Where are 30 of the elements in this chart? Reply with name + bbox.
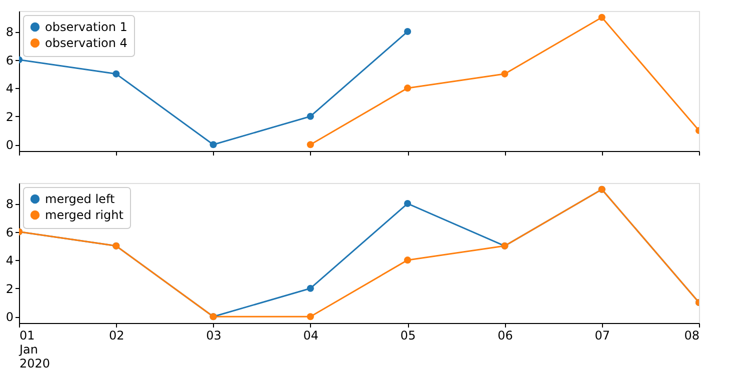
y-tick-label: 2	[6, 110, 14, 124]
y-tick-label: 0	[6, 138, 14, 152]
point	[210, 141, 217, 148]
x-tick-label: 07	[594, 328, 610, 342]
x-tick-label: 03	[206, 328, 222, 342]
y-tick-label: 6	[6, 225, 14, 240]
point	[112, 70, 120, 78]
y-tick-label: 8	[6, 197, 14, 212]
y-tick-label: 6	[6, 53, 14, 68]
legend-label: observation 1	[45, 20, 128, 34]
point	[598, 14, 606, 21]
x-tick-label: 04	[303, 328, 319, 342]
point	[404, 84, 412, 92]
x-tick-label: 08	[684, 328, 700, 342]
point	[306, 112, 314, 120]
x-tick-label: 02	[109, 328, 124, 342]
y-tick-label: 2	[6, 282, 14, 296]
point	[306, 141, 314, 148]
y-tick-label: 0	[6, 310, 14, 324]
x-tick-label: 05	[400, 328, 416, 342]
x-tick-label: 06	[498, 328, 513, 342]
x-tick-label: 01 Jan 2020	[18, 328, 50, 370]
y-tick-label: 4	[6, 82, 14, 96]
y-tick-label: 8	[6, 25, 14, 40]
legend-label: merged right	[45, 208, 124, 222]
legend-label: merged left	[45, 192, 115, 206]
legend-label: observation 4	[45, 36, 128, 50]
point	[404, 28, 412, 36]
point	[501, 70, 508, 78]
y-tick-label: 4	[6, 254, 14, 268]
